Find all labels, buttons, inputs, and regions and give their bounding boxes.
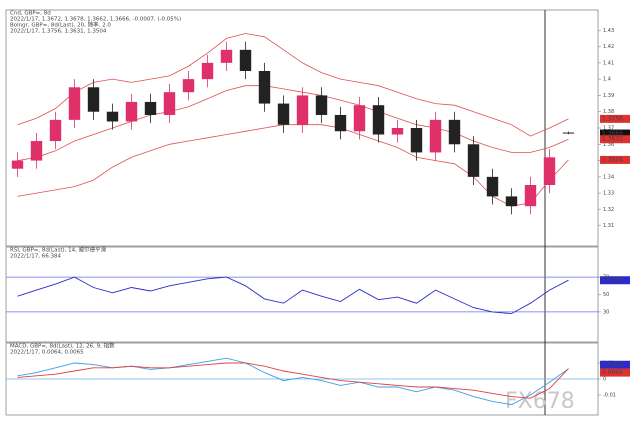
legend-line: 2022/1/17, 1.3672, 1.3678, 1.3662, 1.366… <box>10 17 181 23</box>
value-box <box>600 368 630 377</box>
value-box-label: 1.3504 <box>602 156 623 163</box>
y-tick-label: 0 <box>603 377 606 383</box>
value-box-label: 1.3756 <box>602 115 623 122</box>
candle-body <box>429 119 442 153</box>
candle-body <box>239 49 252 71</box>
candle-body <box>296 95 309 125</box>
bollinger-middle <box>17 85 569 161</box>
candle-body <box>543 157 556 185</box>
candle-body <box>524 185 537 207</box>
candle-body <box>182 79 195 93</box>
candle-body <box>201 62 214 80</box>
value-box-label: 1.3666 <box>602 130 623 137</box>
watermark: FX678 <box>505 389 575 414</box>
candle-body <box>277 103 290 125</box>
value-box <box>600 276 630 285</box>
candle-body <box>391 128 404 135</box>
indicator-line <box>17 362 569 399</box>
y-tick-label: 1.42 <box>603 44 614 50</box>
candle-body <box>562 132 575 134</box>
bollinger-lower <box>17 124 569 207</box>
y-tick-label: 1.41 <box>603 60 614 66</box>
candle-body <box>87 87 100 112</box>
legend-line: MACD, GBP=, 8d(Last), 12, 26, 9, 指数 <box>10 342 115 350</box>
y-tick-label: 1.39 <box>603 93 614 99</box>
candle-body <box>125 101 138 122</box>
y-tick-label: 1.43 <box>603 28 614 34</box>
y-tick-label: 30 <box>603 309 609 315</box>
candle-body <box>467 144 480 177</box>
candle-body <box>315 95 328 115</box>
y-tick-label: 50 <box>603 292 609 298</box>
value-box <box>600 155 630 164</box>
y-tick-label: 1.31 <box>603 223 614 229</box>
candle-body <box>144 101 157 115</box>
y-tick-label: 1.33 <box>603 191 614 197</box>
candle-body <box>49 119 62 142</box>
legend-line: 2022/1/17, 0.0064, 0.0065 <box>10 350 84 356</box>
candle-body <box>11 160 24 169</box>
candle-body <box>372 105 385 135</box>
y-tick-label: 1.4 <box>603 77 611 83</box>
candle-body <box>68 87 81 120</box>
legend-line: Bolngr, GBP=, 8d(Last), 20, 随率, 2.0 <box>10 21 111 29</box>
legend-line: 2022/1/17, 1.3756, 1.3631, 1.3504 <box>10 29 107 35</box>
value-box-label: 66.384 <box>602 277 623 284</box>
y-tick-label: 1.32 <box>603 207 614 213</box>
indicator-line <box>17 357 569 406</box>
candle-body <box>448 119 461 145</box>
candle-body <box>486 176 499 197</box>
candle-body <box>505 196 518 207</box>
candle-body <box>163 92 176 115</box>
candle-body <box>334 114 347 132</box>
candle-body <box>410 128 423 153</box>
value-box-label: 1.3631 <box>602 136 623 143</box>
value-box <box>600 360 630 369</box>
legend-line: 2022/1/17, 66.384 <box>10 254 61 260</box>
legend-line: Cnd, GBP=, 8d <box>10 11 51 17</box>
candle-body <box>220 49 233 63</box>
bollinger-upper <box>17 33 569 137</box>
value-box-label: 0.0064 <box>602 361 623 368</box>
candle-body <box>106 111 119 122</box>
candle-body <box>30 141 43 161</box>
y-tick-label: 1.38 <box>603 109 614 115</box>
y-tick-label: 1.34 <box>603 174 614 180</box>
y-tick-label: 1.36 <box>603 142 614 148</box>
y-tick-label: 1.37 <box>603 126 614 132</box>
candle-body <box>353 105 366 132</box>
indicator-line <box>17 276 569 315</box>
value-box <box>600 129 630 138</box>
value-box <box>600 135 630 144</box>
y-tick-label: -0.01 <box>603 393 616 399</box>
candle-body <box>258 71 271 104</box>
value-box <box>600 114 630 123</box>
value-box-label: 0.0065 <box>602 369 623 376</box>
legend-line: RSI, GBP=, 8d(Last), 14, 威尔德平滑 <box>10 246 107 254</box>
